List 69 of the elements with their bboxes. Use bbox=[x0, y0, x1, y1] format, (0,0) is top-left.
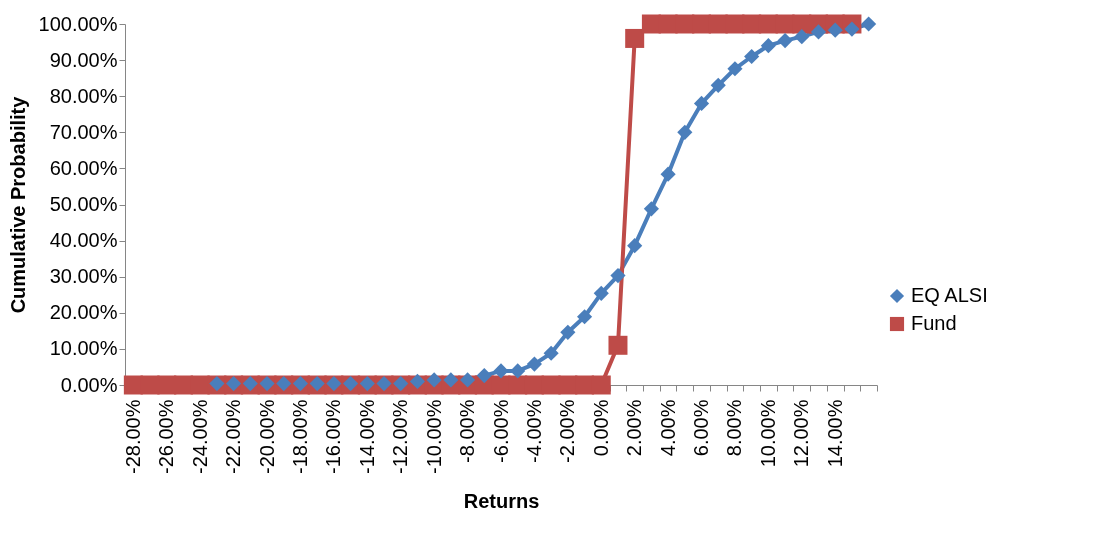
point bbox=[608, 335, 628, 355]
x-tick-label: -24.00% bbox=[188, 399, 211, 474]
point bbox=[123, 375, 143, 395]
x-tick-label: -14.00% bbox=[355, 399, 378, 474]
point bbox=[627, 238, 643, 254]
point bbox=[625, 28, 645, 48]
point bbox=[794, 29, 810, 45]
x-axis-title: Returns bbox=[463, 489, 540, 512]
point bbox=[693, 95, 710, 111]
x-tick-label: 4.00% bbox=[656, 399, 679, 457]
point bbox=[810, 24, 827, 40]
x-tick-label: -18.00% bbox=[288, 399, 311, 474]
point bbox=[493, 363, 509, 379]
y-tick-label: 40.00% bbox=[49, 229, 118, 252]
legend-label: EQ ALSI bbox=[911, 284, 988, 306]
x-tick-label: 6.00% bbox=[690, 399, 713, 457]
point bbox=[560, 324, 576, 340]
point bbox=[526, 356, 543, 372]
x-tick-label: -22.00% bbox=[222, 399, 245, 474]
x-tick-label: 0.00% bbox=[589, 399, 612, 457]
y-tick-label: 10.00% bbox=[49, 337, 118, 360]
y-tick-label: 90.00% bbox=[49, 48, 118, 71]
y-tick-label: 100.00% bbox=[38, 12, 118, 35]
point bbox=[677, 124, 693, 140]
y-tick-label: 0.00% bbox=[60, 373, 118, 396]
point bbox=[459, 372, 476, 388]
y-axis-title: Cumulative Probability bbox=[6, 95, 29, 314]
x-tick-label: -2.00% bbox=[556, 399, 579, 463]
point bbox=[593, 285, 609, 301]
y-tick-label: 60.00% bbox=[49, 156, 118, 179]
x-tick-label: -20.00% bbox=[255, 399, 278, 474]
x-tick-label: -8.00% bbox=[456, 399, 479, 463]
x-tick-label: 12.00% bbox=[790, 399, 813, 468]
point bbox=[576, 309, 593, 325]
x-tick-label: 10.00% bbox=[756, 399, 779, 468]
x-tick-label: -4.00% bbox=[522, 399, 545, 463]
point bbox=[844, 21, 860, 37]
y-tick-label: 50.00% bbox=[49, 193, 118, 215]
x-tick-label: 2.00% bbox=[623, 399, 646, 457]
x-tick-label: -28.00% bbox=[121, 399, 144, 474]
x-tick-label: -6.00% bbox=[489, 399, 512, 463]
point bbox=[643, 201, 659, 217]
point bbox=[827, 22, 843, 38]
point bbox=[409, 373, 426, 389]
point bbox=[760, 38, 776, 54]
x-tick-label: -12.00% bbox=[389, 399, 412, 474]
y-tick-label: 70.00% bbox=[49, 120, 118, 143]
point bbox=[777, 33, 793, 49]
x-tick-label: -16.00% bbox=[322, 399, 345, 474]
x-tick-label: 14.00% bbox=[823, 399, 846, 468]
point bbox=[510, 363, 526, 379]
legend-label: Fund bbox=[911, 312, 957, 334]
y-tick-label: 30.00% bbox=[49, 265, 118, 288]
point bbox=[443, 372, 459, 388]
point bbox=[660, 166, 676, 182]
y-tick-label: 80.00% bbox=[49, 84, 118, 107]
point bbox=[610, 268, 626, 284]
point bbox=[543, 345, 559, 361]
point bbox=[710, 77, 726, 93]
x-tick-label: -26.00% bbox=[155, 399, 178, 474]
x-tick-label: -10.00% bbox=[422, 399, 445, 474]
point bbox=[727, 61, 743, 77]
point bbox=[591, 375, 611, 395]
point bbox=[861, 16, 877, 32]
point bbox=[426, 372, 442, 388]
x-tick-label: 8.00% bbox=[723, 399, 746, 457]
y-tick-label: 20.00% bbox=[49, 301, 118, 324]
point bbox=[476, 368, 492, 384]
point bbox=[744, 48, 760, 65]
